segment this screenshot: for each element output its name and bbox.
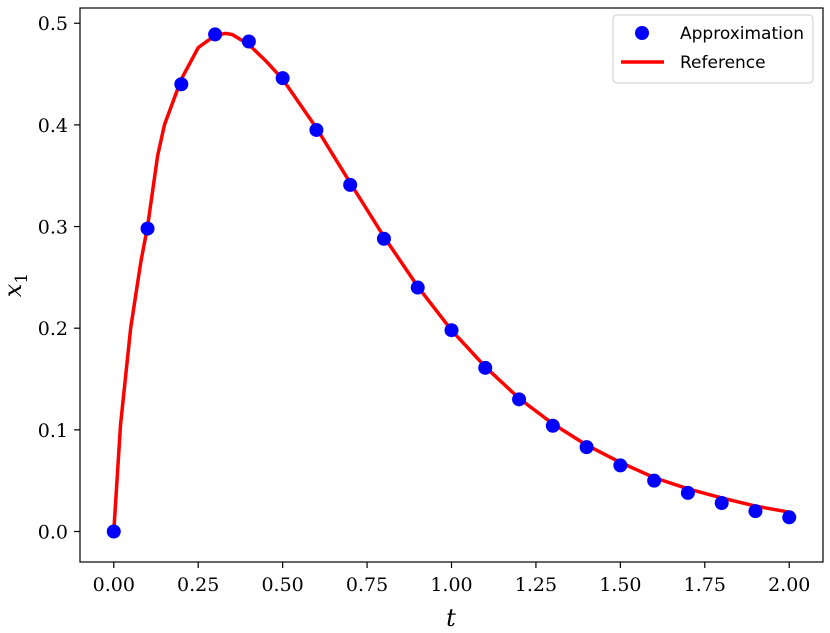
- x-tick-label: 0.00: [93, 574, 135, 596]
- x-tick-label: 1.25: [515, 574, 557, 596]
- x-tick-label: 2.00: [768, 574, 810, 596]
- data-point-approximation: [714, 496, 729, 511]
- x-axis-label: t: [446, 604, 456, 632]
- x-tick-label: 0.25: [177, 574, 219, 596]
- plot-content: [106, 27, 797, 539]
- data-point-approximation: [343, 177, 358, 192]
- y-axis-label-main: x: [0, 283, 27, 297]
- y-tick-label: 0.4: [38, 115, 68, 137]
- y-axis-label-subscript: 1: [12, 273, 32, 284]
- data-point-approximation: [512, 392, 527, 407]
- x-tick-label: 0.50: [261, 574, 303, 596]
- data-point-approximation: [748, 504, 763, 519]
- y-tick-label: 0.5: [38, 13, 68, 35]
- data-point-approximation: [174, 77, 189, 92]
- y-axis-label: x1: [0, 273, 32, 297]
- data-point-approximation: [579, 440, 594, 455]
- data-point-approximation: [444, 323, 459, 338]
- x-tick-label: 1.50: [599, 574, 641, 596]
- data-point-approximation: [647, 473, 662, 488]
- data-point-approximation: [782, 510, 797, 525]
- x-tick-label: 1.75: [684, 574, 726, 596]
- data-point-approximation: [241, 34, 256, 49]
- data-point-approximation: [376, 231, 391, 246]
- legend-label-reference: Reference: [680, 53, 766, 73]
- data-point-approximation: [478, 360, 493, 375]
- y-tick-label: 0.3: [38, 217, 68, 239]
- legend-marker-approximation: [635, 26, 649, 40]
- plot-frame: [79, 7, 824, 563]
- y-tick-label: 0.0: [38, 522, 68, 544]
- data-point-approximation: [680, 485, 695, 500]
- data-point-approximation: [613, 458, 628, 473]
- data-point-approximation: [140, 221, 155, 236]
- data-point-approximation: [275, 71, 290, 86]
- series-line-reference: [112, 31, 790, 532]
- axis-ticks: 0.00 0.25 0.50 0.75 1.00 1.25 1.50 1.75 2.00 0.0 0…: [38, 13, 811, 596]
- x-tick-label: 0.75: [346, 574, 388, 596]
- y-tick-label: 0.1: [38, 420, 68, 442]
- legend-box: [612, 14, 814, 84]
- legend-label-approximation: Approximation: [680, 24, 804, 44]
- legend: Approximation Reference: [612, 14, 814, 84]
- x-tick-label: 1.00: [430, 574, 472, 596]
- data-point-approximation: [410, 280, 425, 295]
- data-point-approximation: [309, 122, 324, 137]
- data-point-approximation: [106, 524, 121, 539]
- y-tick-label: 0.2: [38, 318, 68, 340]
- data-point-approximation: [545, 418, 560, 433]
- data-point-approximation: [208, 27, 223, 42]
